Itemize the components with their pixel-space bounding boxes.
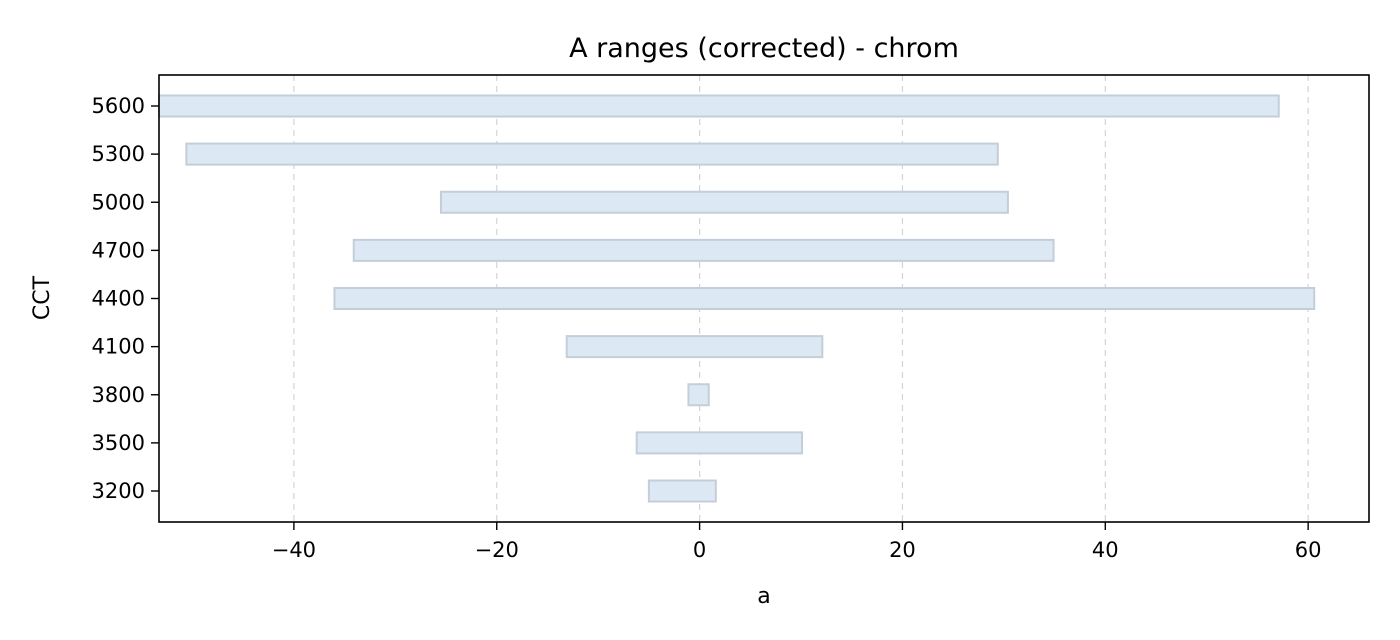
- x-axis-label: a: [757, 584, 770, 609]
- range-bar-3800: [687, 383, 710, 407]
- range-bar-5300: [185, 142, 999, 166]
- range-bar-3500: [635, 431, 804, 455]
- y-tick-label: 4400: [92, 287, 145, 311]
- y-tick-label: 3200: [92, 479, 145, 503]
- y-tick-label: 4700: [92, 238, 145, 262]
- x-axis-ticks: −40 −20 0 20 40 60: [272, 522, 1322, 562]
- bars: [158, 94, 1316, 503]
- range-bar-5000: [439, 190, 1009, 214]
- y-axis-ticks: 3200 3500 3800 4100 4400 4700 5000 5300 5600: [92, 94, 159, 503]
- y-tick-label: 4100: [92, 335, 145, 359]
- x-tick-label: 0: [693, 538, 706, 562]
- x-tick-label: −20: [475, 538, 519, 562]
- x-tick-label: −40: [272, 538, 316, 562]
- range-bar-4700: [352, 238, 1055, 262]
- x-tick-label: 40: [1092, 538, 1119, 562]
- x-tick-label: 60: [1295, 538, 1322, 562]
- y-tick-label: 5600: [92, 94, 145, 118]
- range-bar-4100: [565, 335, 824, 359]
- range-bar-5600: [158, 94, 1280, 118]
- y-axis-label: CCT: [30, 275, 55, 320]
- x-tick-label: 20: [889, 538, 916, 562]
- range-bar-3200: [647, 479, 717, 503]
- y-tick-label: 3800: [92, 383, 145, 407]
- y-tick-label: 5000: [92, 190, 145, 214]
- range-bar-4400: [333, 287, 1316, 310]
- y-tick-label: 3500: [92, 431, 145, 455]
- chart-title: A ranges (corrected) - chrom: [569, 33, 959, 64]
- y-tick-label: 5300: [92, 142, 145, 166]
